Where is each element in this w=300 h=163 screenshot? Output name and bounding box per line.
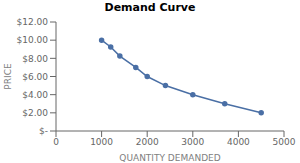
svg-text:4000: 4000: [227, 137, 250, 147]
svg-text:$2.00: $2.00: [22, 108, 48, 118]
svg-text:$6.00: $6.00: [22, 72, 48, 82]
svg-text:PRICE: PRICE: [8, 63, 13, 90]
svg-text:$10.00: $10.00: [17, 35, 49, 45]
svg-text:$4.00: $4.00: [22, 90, 48, 100]
svg-text:0: 0: [53, 137, 59, 147]
svg-text:1000: 1000: [90, 137, 113, 147]
svg-text:$-: $-: [39, 126, 48, 136]
svg-text:$8.00: $8.00: [22, 54, 48, 64]
svg-text:$12.00: $12.00: [17, 17, 49, 27]
svg-text:3000: 3000: [181, 137, 204, 147]
svg-text:QUANTITY DEMANDED: QUANTITY DEMANDED: [119, 153, 220, 163]
svg-text:2000: 2000: [136, 137, 159, 147]
html-text:Demand Curve: Demand Curve: [104, 1, 196, 14]
svg-text:5000: 5000: [273, 137, 292, 147]
